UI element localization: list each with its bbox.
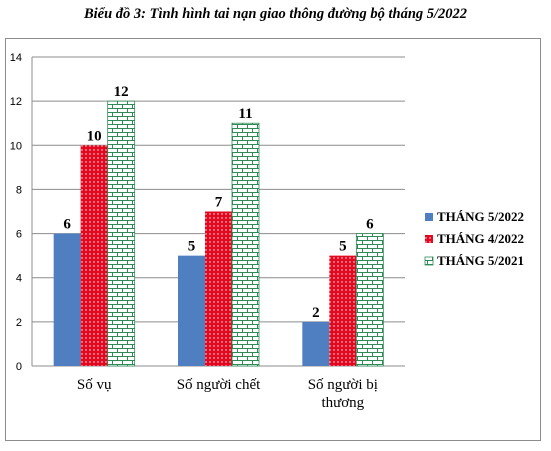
chart-title: Biểu đồ 3: Tình hình tai nạn giao thông … [83,6,468,22]
y-tick-label: 0 [16,361,22,373]
data-label: 2 [312,305,320,321]
y-tick-label: 10 [10,140,22,152]
y-tick-label: 12 [10,96,22,108]
data-label: 5 [339,239,347,255]
legend-label: THÁNG 5/2022 [437,209,524,224]
bar [329,255,357,366]
bar [107,100,136,367]
data-label: 6 [63,217,71,233]
legend-label: THÁNG 4/2022 [437,231,524,246]
bar [355,233,384,367]
bar [231,122,260,367]
data-label: 7 [215,195,223,211]
data-label: 5 [188,239,196,255]
legend-swatch [425,213,433,221]
data-label: 11 [238,106,252,122]
y-tick-label: 6 [16,229,22,241]
y-tick-label: 2 [16,317,22,329]
y-tick-label: 4 [16,273,22,285]
x-category-label: Số vụ [77,377,112,393]
x-category-label: Số người bị [308,377,378,393]
y-tick-label: 8 [16,184,22,196]
bar [205,211,232,366]
data-label: 10 [87,128,102,144]
chart-frame [5,38,541,441]
bar [80,145,108,366]
bar [53,233,81,366]
legend-swatch [425,235,433,243]
y-tick-label: 14 [10,52,22,64]
data-label: 6 [366,217,374,233]
bar [178,255,205,366]
bar [302,321,330,366]
data-label: 12 [114,84,129,100]
legend-label: THÁNG 5/2021 [437,253,524,268]
x-category-label: Số người chết [177,377,261,393]
legend-swatch [424,256,434,266]
x-category-label: thương [321,395,364,411]
